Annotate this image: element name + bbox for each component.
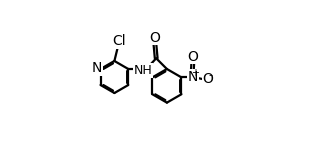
Text: NH: NH (133, 64, 152, 77)
Text: Cl: Cl (112, 34, 126, 48)
Text: N: N (92, 61, 102, 75)
Text: -: - (209, 70, 213, 80)
Text: O: O (188, 50, 198, 64)
Text: N: N (188, 70, 198, 84)
Text: O: O (149, 31, 160, 45)
Text: +: + (191, 68, 199, 78)
Text: O: O (203, 72, 214, 86)
